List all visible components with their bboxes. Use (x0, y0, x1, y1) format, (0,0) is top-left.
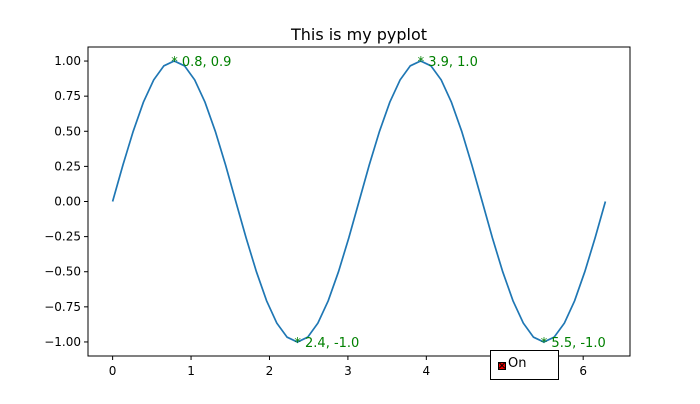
x-tick-label: 2 (266, 364, 274, 378)
series-line (111, 60, 607, 343)
y-tick-label: 0.00 (54, 195, 81, 209)
chart-title: This is my pyplot (290, 25, 427, 44)
point-annotation: * 0.8, 0.9 (171, 55, 231, 70)
y-tick-label: −0.50 (44, 265, 81, 279)
x-tick-label: 0 (109, 364, 117, 378)
y-tick-label: 0.50 (54, 124, 81, 138)
x-tick-label: 6 (579, 364, 587, 378)
y-tick-label: 1.00 (54, 54, 81, 68)
axes-frame (87, 46, 631, 357)
y-tick-label: −1.00 (44, 335, 81, 349)
x-tick-label: 1 (187, 364, 195, 378)
y-tick-label: 0.25 (54, 159, 81, 173)
check-buttons-widget[interactable]: On (490, 350, 559, 380)
point-annotation: * 5.5, -1.0 (541, 336, 606, 351)
x-tick-label: 4 (423, 364, 431, 378)
checkbox-label: On (508, 356, 527, 371)
y-tick-label: −0.75 (44, 300, 81, 314)
x-tick-label: 3 (344, 364, 352, 378)
point-annotation: * 2.4, -1.0 (294, 336, 359, 351)
checkbox-on[interactable] (498, 362, 506, 370)
point-annotation: * 3.9, 1.0 (418, 55, 478, 70)
y-tick-label: −0.25 (44, 230, 81, 244)
y-tick-label: 0.75 (54, 89, 81, 103)
